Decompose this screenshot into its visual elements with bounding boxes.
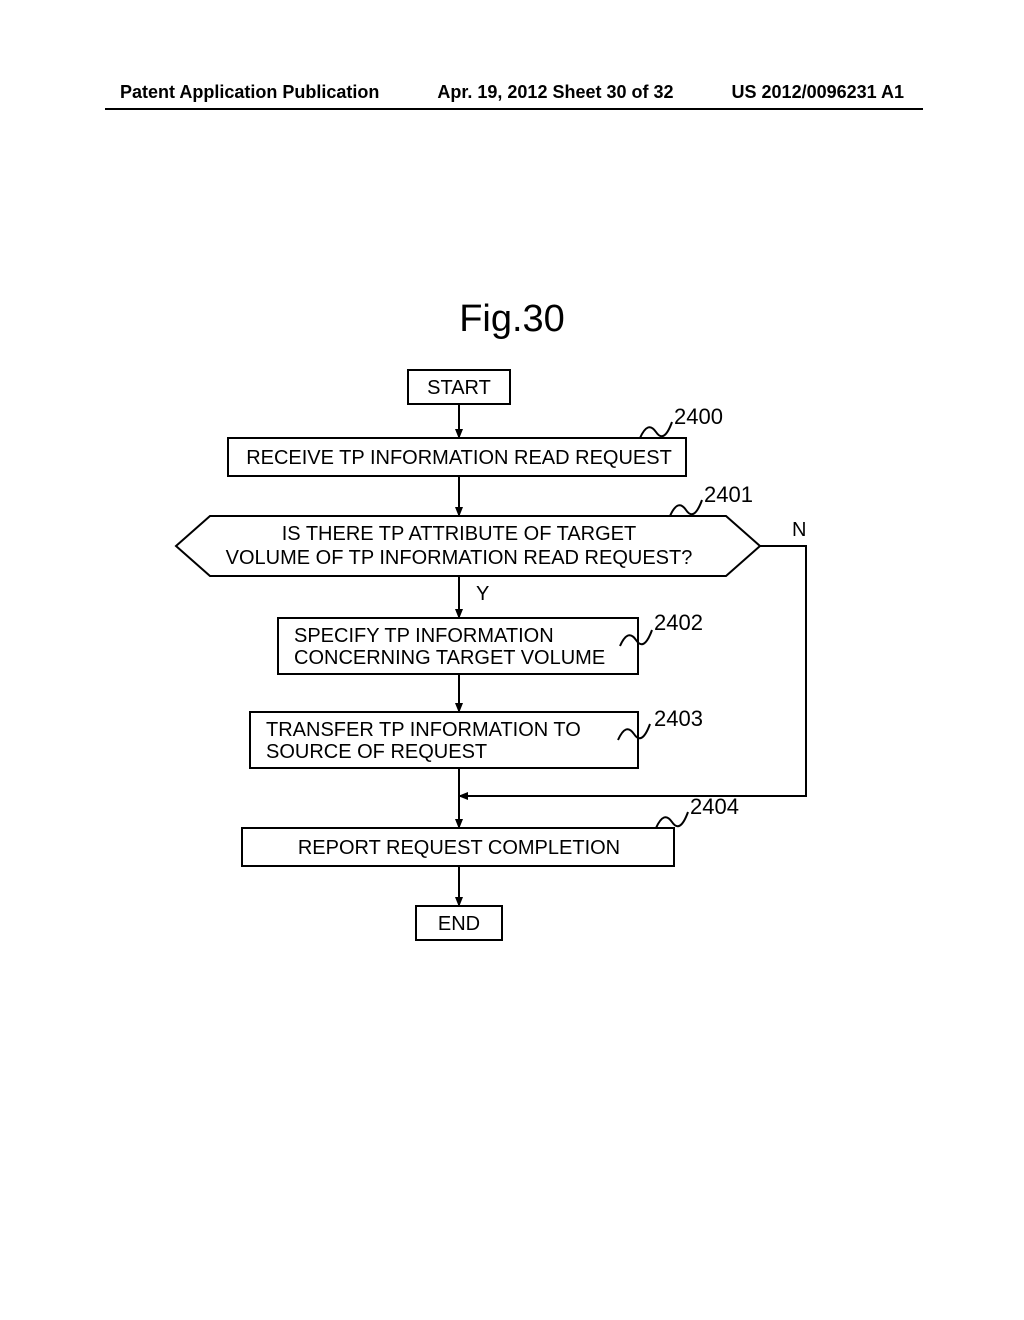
branch-no-label: N [792, 519, 806, 541]
ref-2402: 2402 [654, 610, 703, 635]
end-label: END [438, 913, 480, 935]
page-header: Patent Application Publication Apr. 19, … [0, 82, 1024, 103]
step-2403-line1: TRANSFER TP INFORMATION TO [266, 719, 581, 741]
step-2403: TRANSFER TP INFORMATION TO SOURCE OF REQ… [250, 712, 638, 768]
branch-yes-label: Y [476, 583, 489, 605]
ref-2403: 2403 [654, 706, 703, 731]
header-center: Apr. 19, 2012 Sheet 30 of 32 [437, 82, 673, 103]
step-2404-label: REPORT REQUEST COMPLETION [298, 837, 620, 859]
decision-2401: IS THERE TP ATTRIBUTE OF TARGET VOLUME O… [176, 516, 760, 576]
step-2403-line2: SOURCE OF REQUEST [266, 741, 487, 763]
figure-title: Fig.30 [0, 298, 1024, 341]
step-2402: SPECIFY TP INFORMATION CONCERNING TARGET… [278, 618, 638, 674]
decision-2401-line1: IS THERE TP ATTRIBUTE OF TARGET [282, 523, 637, 545]
start-label: START [427, 377, 491, 399]
end-node: END [416, 906, 502, 940]
ref-2400: 2400 [674, 404, 723, 429]
step-2402-line1: SPECIFY TP INFORMATION [294, 625, 554, 647]
start-node: START [408, 370, 510, 404]
step-2404: REPORT REQUEST COMPLETION [242, 828, 674, 866]
ref-line-2400 [640, 422, 672, 438]
flowchart-diagram: START RECEIVE TP INFORMATION READ REQUES… [0, 360, 1024, 1000]
ref-line-2404 [656, 812, 688, 828]
page: Patent Application Publication Apr. 19, … [0, 0, 1024, 1320]
header-rule [105, 108, 923, 110]
ref-2404: 2404 [690, 794, 739, 819]
ref-line-2401 [670, 500, 702, 516]
header-right: US 2012/0096231 A1 [732, 82, 904, 103]
ref-2401: 2401 [704, 482, 753, 507]
step-2400: RECEIVE TP INFORMATION READ REQUEST [228, 438, 686, 476]
step-2400-label: RECEIVE TP INFORMATION READ REQUEST [246, 447, 672, 469]
decision-2401-line2: VOLUME OF TP INFORMATION READ REQUEST? [226, 547, 693, 569]
header-left: Patent Application Publication [120, 82, 379, 103]
step-2402-line2: CONCERNING TARGET VOLUME [294, 647, 605, 669]
